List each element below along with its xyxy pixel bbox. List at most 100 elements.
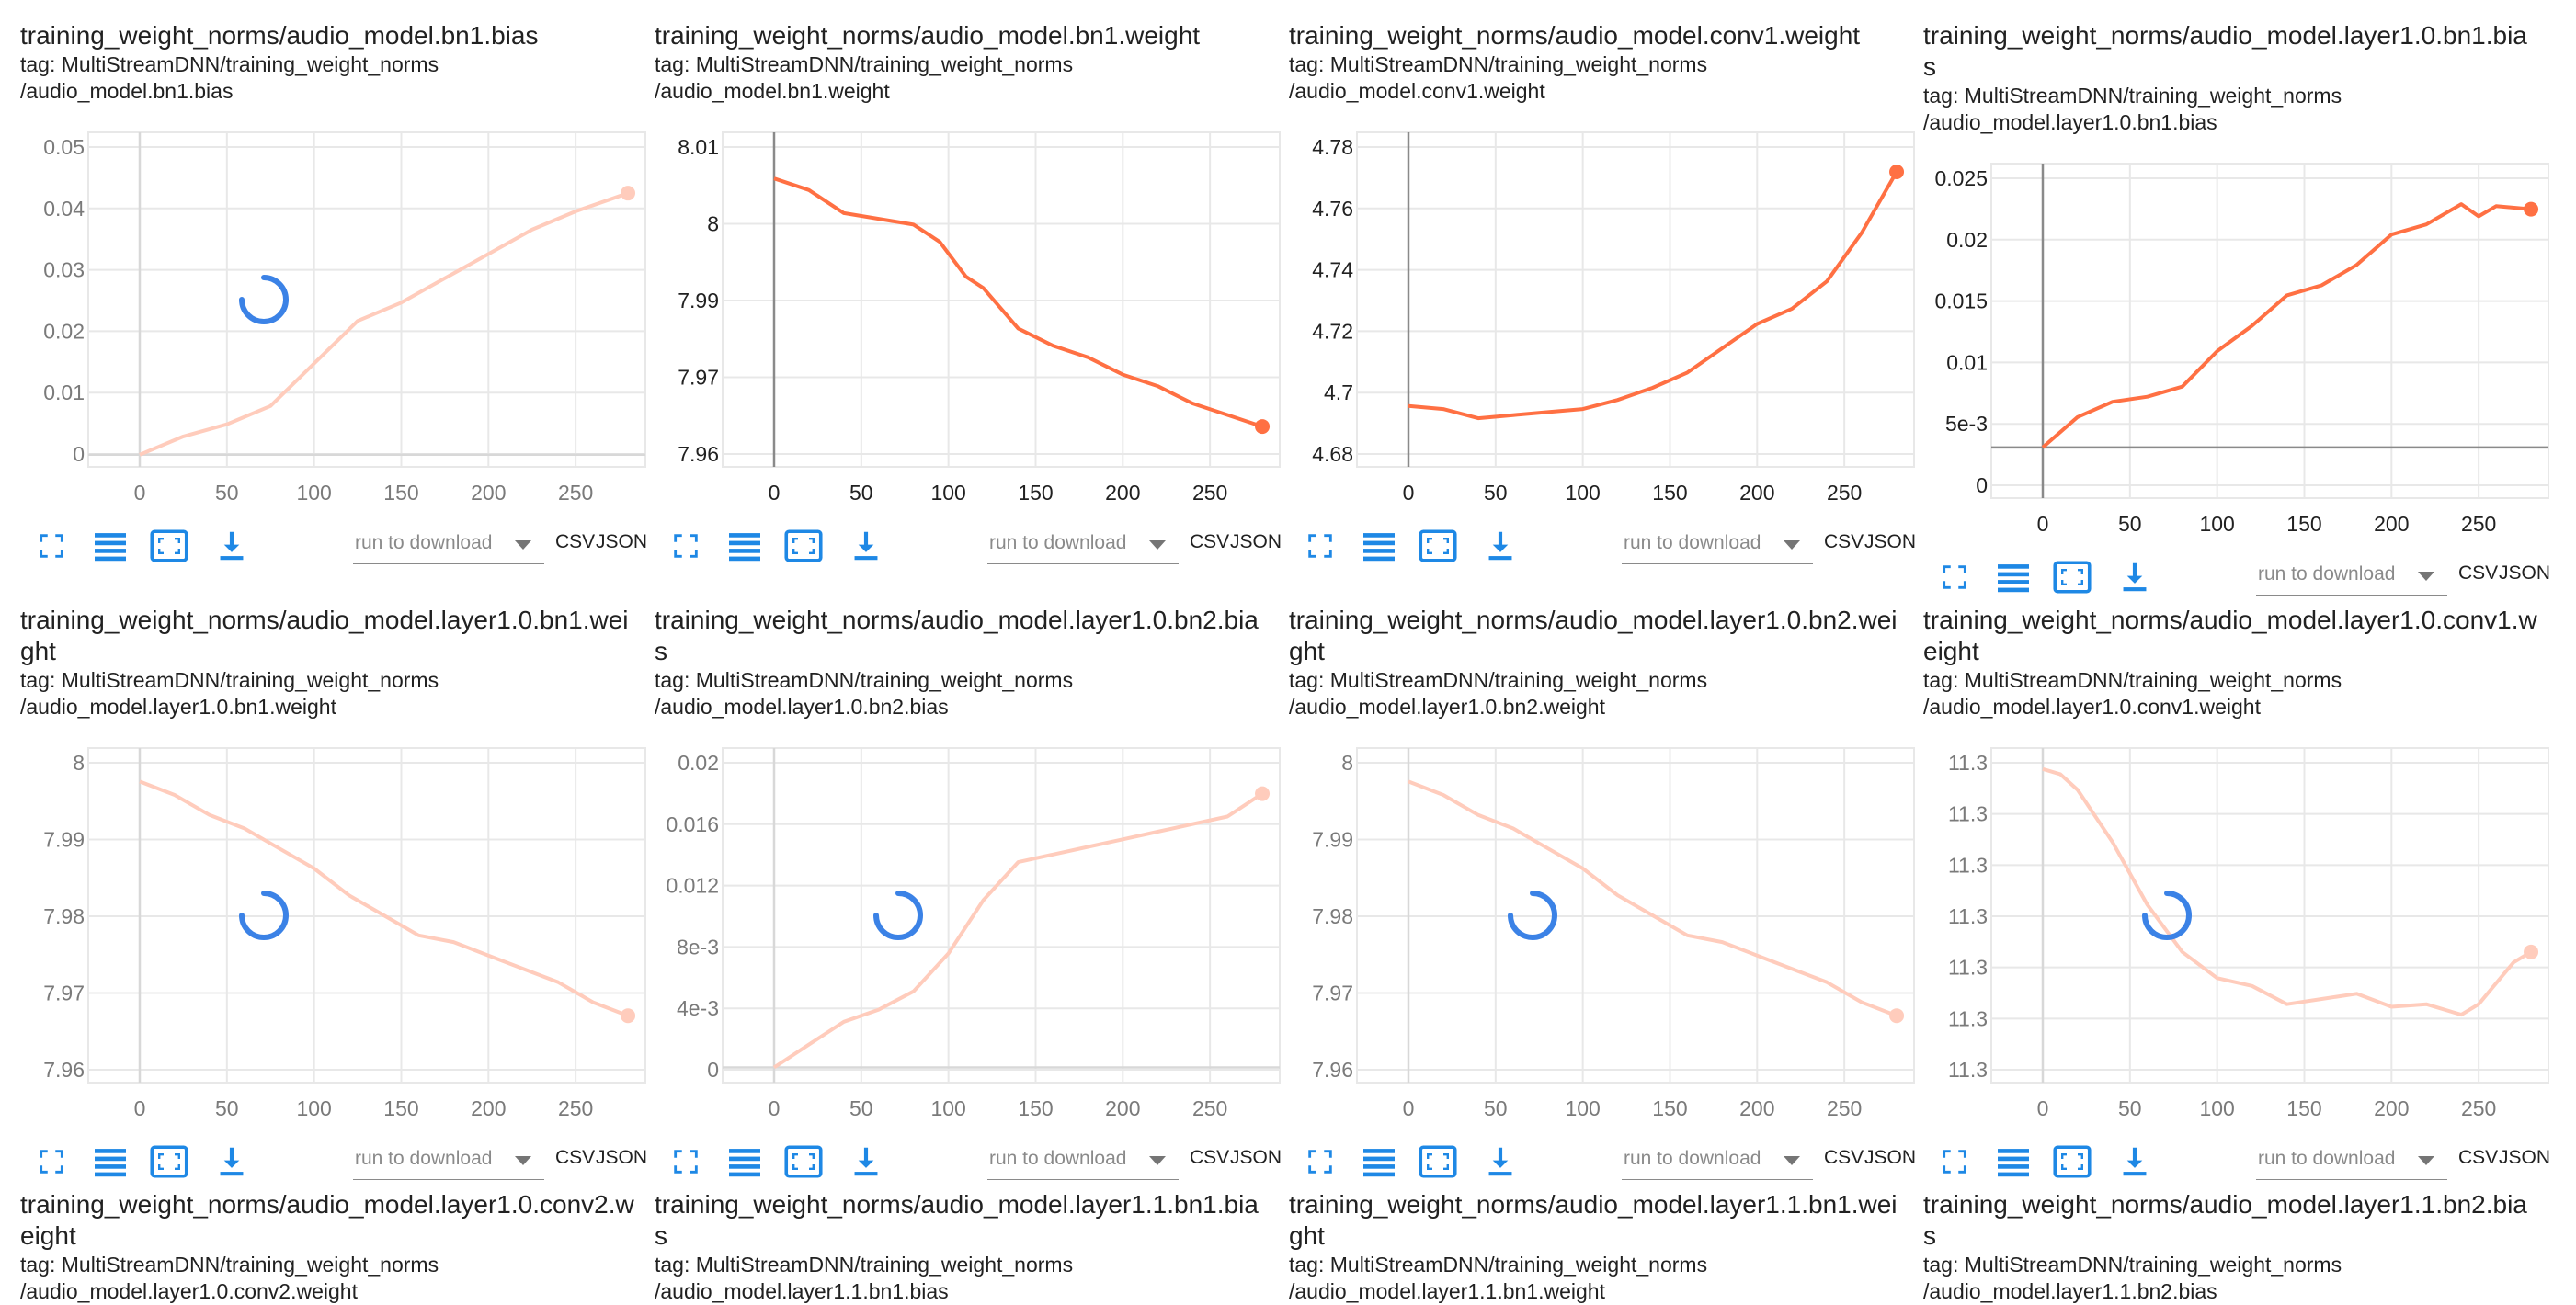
csv-link[interactable]: CSV: [1824, 1147, 1864, 1168]
line-chart[interactable]: 11.3 11.3 11.3 11.3 11.3 11.3 11.3 0 50 100 150 200…: [1923, 735, 2558, 1140]
fullscreen-icon[interactable]: [1934, 1141, 1975, 1182]
line-chart[interactable]: 7.96 7.97 7.99 8 8.01 0 50 100 150 200 250: [655, 119, 1289, 524]
line-chart[interactable]: 7.96 7.97 7.98 7.99 8 0 50 100 150 200 250: [1289, 735, 1923, 1140]
fullscreen-icon[interactable]: [31, 1141, 72, 1182]
scalar-card: training_weight_norms/audio_model.layer1…: [1289, 605, 1923, 1180]
run-download-select[interactable]: run to download: [2256, 559, 2447, 596]
card-title: training_weight_norms/audio_model.conv1.…: [1289, 21, 1861, 50]
line-chart[interactable]: 0 5e-3 0.01 0.015 0.02 0.025 0 50 100 150 200 250: [1923, 151, 2558, 555]
download-icon[interactable]: [846, 526, 886, 566]
y-tick-label: 0.025: [1934, 166, 1988, 190]
y-tick-label: 4e-3: [677, 996, 719, 1020]
list-icon[interactable]: [724, 526, 765, 566]
tag-path: /audio_model.conv1.weight: [1289, 79, 1545, 103]
list-icon[interactable]: [90, 1141, 131, 1182]
run-download-placeholder: run to download: [2258, 1148, 2396, 1169]
line-chart[interactable]: 0 0.01 0.02 0.03 0.04 0.05 0 50 100 150 200 250: [20, 119, 655, 524]
scalar-card: training_weight_norms/audio_model.conv1.…: [1289, 20, 1923, 564]
fit-domain-icon[interactable]: [1418, 526, 1458, 566]
download-icon[interactable]: [846, 1141, 886, 1182]
list-icon[interactable]: [90, 526, 131, 566]
series-line: [1408, 779, 1898, 1018]
x-tick-label: 200: [1739, 481, 1774, 505]
tag-line: tag: MultiStreamDNN/training_weight_norm…: [1923, 84, 2342, 108]
plot-frame: [1356, 131, 1915, 468]
card-toolbar: run to download CSV JSON: [20, 1141, 655, 1187]
list-icon[interactable]: [1993, 1141, 2034, 1182]
line-chart[interactable]: 0 4e-3 8e-3 0.012 0.016 0.02 0 50 100 150 200 250: [655, 735, 1289, 1140]
list-icon[interactable]: [724, 1141, 765, 1182]
fit-domain-icon[interactable]: [2052, 557, 2092, 597]
download-icon[interactable]: [1480, 526, 1521, 566]
fit-domain-icon[interactable]: [783, 1141, 824, 1182]
run-download-select[interactable]: run to download: [1622, 1143, 1813, 1180]
y-tick-label: 7.97: [678, 366, 719, 390]
run-download-select[interactable]: run to download: [353, 528, 544, 564]
y-tick-label: 0.012: [666, 874, 719, 898]
json-link[interactable]: JSON: [596, 531, 648, 552]
json-link[interactable]: JSON: [2499, 562, 2551, 584]
fullscreen-icon[interactable]: [666, 526, 706, 566]
y-tick-label: 4.7: [1324, 380, 1353, 404]
chart-svg: 7.96 7.97 7.98 7.99 8 0 50 100 150 200 250: [1312, 747, 1915, 1120]
scalar-card: training_weight_norms/audio_model.bn1.we…: [655, 20, 1289, 564]
fit-domain-icon[interactable]: [149, 1141, 189, 1182]
csv-link[interactable]: CSV: [2458, 562, 2499, 584]
list-icon[interactable]: [1359, 526, 1399, 566]
x-tick-label: 0: [134, 1096, 146, 1120]
download-icon[interactable]: [1480, 1141, 1521, 1182]
json-link[interactable]: JSON: [1864, 1147, 1917, 1168]
run-download-select[interactable]: run to download: [1622, 528, 1813, 564]
fullscreen-icon[interactable]: [1300, 1141, 1340, 1182]
chart-svg: 11.3 11.3 11.3 11.3 11.3 11.3 11.3 0 50 100 150 200…: [1948, 747, 2549, 1120]
download-icon[interactable]: [2114, 1141, 2155, 1182]
line-chart[interactable]: 7.96 7.97 7.98 7.99 8 0 50 100 150 200 250: [20, 735, 655, 1140]
x-tick-label: 0: [1403, 1096, 1415, 1120]
x-tick-label: 200: [1105, 1096, 1140, 1120]
x-tick-label: 0: [134, 481, 146, 505]
y-tick-label: 7.99: [43, 828, 85, 852]
json-link[interactable]: JSON: [2499, 1147, 2551, 1168]
csv-link[interactable]: CSV: [555, 1147, 596, 1168]
csv-link[interactable]: CSV: [1190, 531, 1230, 552]
csv-link[interactable]: CSV: [2458, 1147, 2499, 1168]
loading-spinner-icon: [239, 275, 289, 324]
fullscreen-icon[interactable]: [666, 1141, 706, 1182]
y-tick-label: 0.03: [43, 258, 85, 282]
csv-link[interactable]: CSV: [1824, 531, 1864, 552]
x-tick-label: 0: [1403, 481, 1415, 505]
run-download-select[interactable]: run to download: [987, 1143, 1179, 1180]
list-icon[interactable]: [1993, 557, 2034, 597]
run-download-select[interactable]: run to download: [353, 1143, 544, 1180]
fullscreen-icon[interactable]: [31, 526, 72, 566]
json-link[interactable]: JSON: [1230, 531, 1282, 552]
json-link[interactable]: JSON: [1864, 531, 1917, 552]
y-tick-label: 5e-3: [1945, 412, 1988, 436]
run-download-select[interactable]: run to download: [987, 528, 1179, 564]
card-toolbar: run to download CSV JSON: [1923, 557, 2558, 603]
x-tick-label: 0: [769, 1096, 781, 1120]
x-tick-label: 200: [1739, 1096, 1774, 1120]
run-download-select[interactable]: run to download: [2256, 1143, 2447, 1180]
download-icon[interactable]: [2114, 557, 2155, 597]
y-tick-label: 11.3: [1948, 1006, 1988, 1030]
fit-domain-icon[interactable]: [783, 526, 824, 566]
line-chart[interactable]: 4.68 4.7 4.72 4.74 4.76 4.78 0 50 100 150 200 250: [1289, 119, 1923, 524]
csv-link[interactable]: CSV: [1190, 1147, 1230, 1168]
y-tick-label: 7.99: [678, 289, 719, 312]
x-tick-label: 200: [471, 1096, 506, 1120]
fullscreen-icon[interactable]: [1934, 557, 1975, 597]
download-icon[interactable]: [211, 526, 252, 566]
list-icon[interactable]: [1359, 1141, 1399, 1182]
fit-domain-icon[interactable]: [1418, 1141, 1458, 1182]
loading-spinner-icon: [873, 891, 923, 940]
json-link[interactable]: JSON: [596, 1147, 648, 1168]
fullscreen-icon[interactable]: [1300, 526, 1340, 566]
json-link[interactable]: JSON: [1230, 1147, 1282, 1168]
download-icon[interactable]: [211, 1141, 252, 1182]
fit-domain-icon[interactable]: [149, 526, 189, 566]
series-line: [139, 191, 629, 457]
fit-domain-icon[interactable]: [2052, 1141, 2092, 1182]
csv-link[interactable]: CSV: [555, 531, 596, 552]
chart-svg: 7.96 7.97 7.98 7.99 8 0 50 100 150 200 250: [43, 747, 646, 1120]
